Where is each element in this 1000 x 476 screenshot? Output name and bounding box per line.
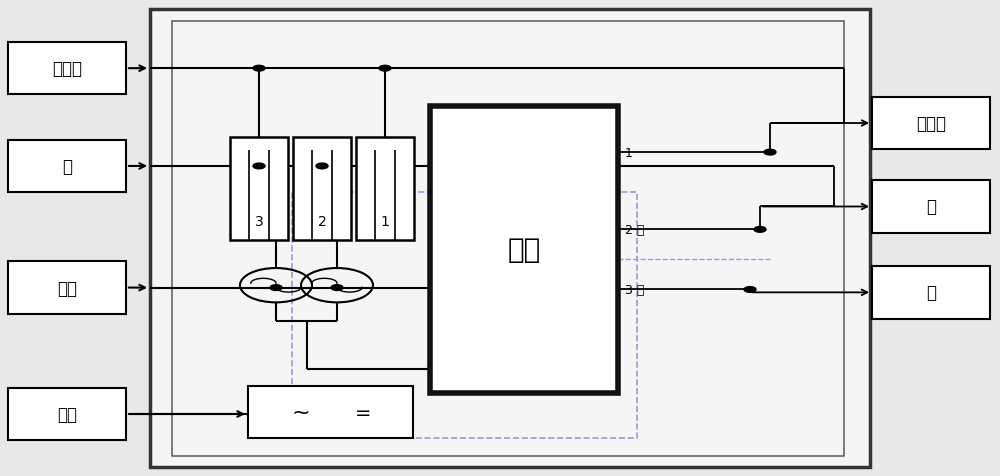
Text: =: = [355, 403, 372, 422]
Bar [356, 138, 414, 240]
Text: 膜堆: 膜堆 [507, 236, 541, 264]
Bar [8, 262, 126, 314]
Bar [8, 43, 126, 95]
Text: 冷却: 冷却 [57, 279, 77, 297]
Text: 淡化水: 淡化水 [916, 115, 946, 133]
Circle shape [764, 150, 776, 156]
Bar [8, 388, 126, 440]
Bar [172, 22, 844, 456]
Text: 3: 3 [255, 215, 263, 228]
Text: 水: 水 [62, 158, 72, 176]
Text: 酸: 酸 [926, 198, 936, 216]
Circle shape [331, 285, 343, 291]
Text: ~: ~ [291, 402, 310, 422]
Circle shape [253, 164, 265, 169]
Bar [292, 192, 637, 438]
Circle shape [744, 287, 756, 293]
Bar [293, 138, 351, 240]
Text: 盐溶液: 盐溶液 [52, 60, 82, 78]
Circle shape [316, 164, 328, 169]
Text: 电力: 电力 [57, 405, 77, 423]
Text: 碱: 碱 [926, 284, 936, 302]
Bar [872, 267, 990, 319]
Circle shape [270, 285, 282, 291]
Text: 1: 1 [625, 146, 633, 159]
Text: 1: 1 [381, 215, 389, 228]
Circle shape [379, 66, 391, 72]
Circle shape [253, 66, 265, 72]
Bar [872, 181, 990, 233]
Bar [230, 138, 288, 240]
Bar [8, 140, 126, 193]
Bar [248, 387, 413, 438]
Circle shape [754, 227, 766, 233]
Bar [150, 10, 870, 467]
Bar [872, 98, 990, 150]
Text: 2 酸: 2 酸 [625, 223, 644, 237]
Text: 2: 2 [318, 215, 326, 228]
Bar [430, 107, 618, 393]
Text: 3 碱: 3 碱 [625, 283, 644, 297]
